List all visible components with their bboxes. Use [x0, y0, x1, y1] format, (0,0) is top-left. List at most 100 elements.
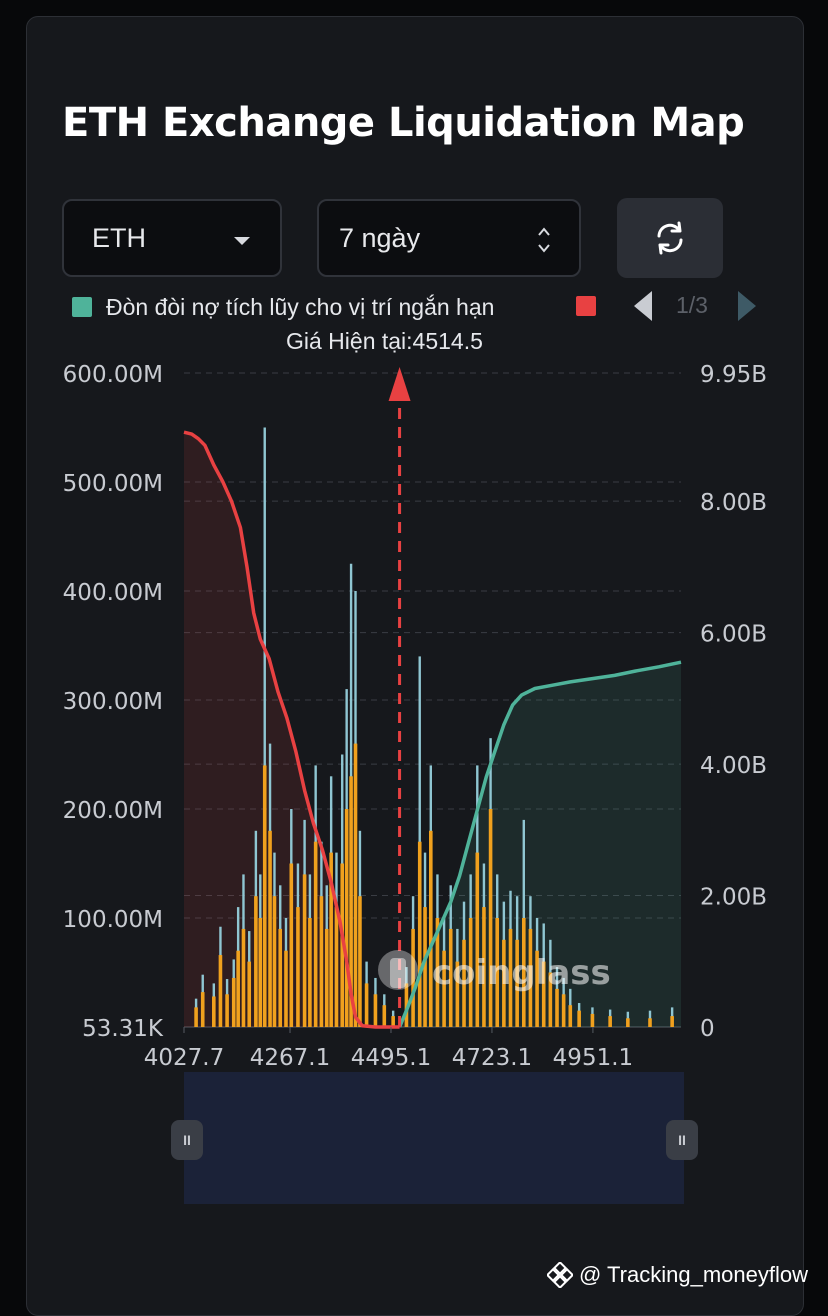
- liquidation-bar-orange: [218, 955, 223, 1027]
- liquidation-bar-orange: [313, 841, 318, 1027]
- range-select[interactable]: 7 ngày: [317, 199, 581, 277]
- liquidation-bar-orange: [548, 972, 553, 1027]
- legend-swatch-long[interactable]: [576, 296, 596, 316]
- liquidation-bar-orange: [308, 918, 312, 1027]
- y-left-tick-label: 300.00M: [63, 689, 163, 715]
- pager-prev-icon[interactable]: [632, 290, 654, 322]
- liquidation-bar-orange: [411, 928, 415, 1027]
- liquidation-bar-orange: [289, 863, 294, 1027]
- coin-select[interactable]: ETH: [62, 199, 282, 277]
- liquidation-bar-orange: [423, 907, 427, 1027]
- liquidation-bar-orange: [212, 996, 216, 1027]
- chevron-down-icon: [234, 237, 250, 245]
- liquidation-bar-orange: [515, 939, 519, 1027]
- liquidation-bar-orange: [272, 896, 277, 1027]
- liquidation-bar-orange: [353, 743, 358, 1027]
- liquidation-bar-orange: [455, 961, 460, 1027]
- liquidation-bar-blue: [263, 427, 266, 1027]
- liquidation-bar-orange: [561, 994, 566, 1027]
- y-right-tick-label: 8.00B: [700, 490, 767, 516]
- liquidation-bar-orange: [404, 983, 409, 1027]
- x-tick-label: 4951.1: [553, 1045, 633, 1071]
- liquidation-bar-orange: [670, 1016, 674, 1027]
- range-select-value: 7 ngày: [339, 222, 421, 253]
- liquidation-bar-orange: [648, 1018, 652, 1027]
- pager-next-icon[interactable]: [736, 290, 758, 322]
- liquidation-bar-orange: [626, 1018, 630, 1027]
- y-right-tick-label: 2.00B: [700, 885, 767, 911]
- liquidation-bar-orange: [225, 994, 229, 1027]
- liquidation-bar-orange: [258, 918, 263, 1027]
- liquidation-bar-orange: [364, 983, 369, 1027]
- liquidation-bar-orange: [334, 907, 339, 1027]
- liquidation-bar-orange: [468, 918, 473, 1027]
- liquidation-bar-orange: [344, 809, 349, 1027]
- refresh-icon: [657, 221, 683, 255]
- credit-watermark: @ Tracking_moneyflow: [547, 1262, 808, 1288]
- liquidation-bar-orange: [268, 830, 272, 1027]
- range-slider-left-handle[interactable]: II: [171, 1120, 203, 1160]
- current-price-arrow: [388, 367, 411, 401]
- y-left-tick-label: 53.31K: [82, 1016, 164, 1042]
- liquidation-bar-orange: [488, 809, 493, 1027]
- current-price-label: Giá Hiện tại:4514.5: [286, 328, 483, 354]
- liquidation-bar-orange: [194, 1007, 198, 1027]
- liquidation-bar-orange: [428, 830, 433, 1027]
- liquidation-bar-orange: [358, 896, 362, 1027]
- liquidation-bar-orange: [608, 1016, 612, 1027]
- x-tick-label: 4267.1: [250, 1045, 330, 1071]
- liquidation-bar-orange: [247, 961, 252, 1027]
- y-left-tick-label: 500.00M: [63, 471, 163, 497]
- binance-diamond-icon: [547, 1262, 573, 1288]
- liquidation-bar-orange: [508, 928, 513, 1027]
- liquidation-bar-orange: [236, 950, 240, 1027]
- range-slider-right-handle[interactable]: II: [666, 1120, 698, 1160]
- y-right-tick-label: 4.00B: [700, 753, 767, 779]
- liquidation-bar-orange: [528, 928, 533, 1027]
- long-cumulative-line: [183, 430, 400, 1029]
- short-cumulative-line: [397, 660, 682, 1028]
- x-tick-label: 4723.1: [452, 1045, 532, 1071]
- liquidation-bar-orange: [296, 907, 300, 1027]
- liquidation-bar-orange: [521, 918, 526, 1027]
- liquidation-bar-orange: [417, 841, 422, 1027]
- liquidation-bar-orange: [435, 918, 440, 1027]
- liquidation-bar-orange: [262, 765, 267, 1027]
- y-right-tick-label: 6.00B: [700, 622, 767, 648]
- liquidation-bar-orange: [302, 874, 307, 1027]
- coinglass-watermark: coinglass: [378, 950, 611, 993]
- y-left-tick-label: 100.00M: [63, 907, 163, 933]
- y-left-tick-label: 400.00M: [63, 580, 163, 606]
- y-left-tick-label: 200.00M: [63, 798, 163, 824]
- liquidation-bar-orange: [373, 994, 378, 1027]
- legend-pager: 1/3: [676, 292, 708, 318]
- range-slider-track[interactable]: [184, 1072, 684, 1204]
- watermark-logo-text: coinglass: [432, 953, 611, 993]
- page-title: ETH Exchange Liquidation Map: [62, 100, 745, 146]
- liquidation-bar-orange: [319, 896, 324, 1027]
- liquidation-bar-orange: [541, 961, 546, 1027]
- y-right-tick-label: 0: [700, 1016, 715, 1042]
- liquidation-bar-orange: [324, 928, 329, 1027]
- legend-item-short[interactable]: Đòn đòi nợ tích lũy cho vị trí ngắn hạn: [72, 292, 494, 322]
- liquidation-bar-orange: [284, 950, 288, 1027]
- liquidation-bar-orange: [462, 939, 466, 1027]
- long-cumulative-area: [184, 432, 400, 1027]
- coin-select-value: ETH: [92, 222, 146, 253]
- x-tick-label: 4495.1: [351, 1045, 431, 1071]
- liquidation-bar-orange: [568, 1005, 573, 1027]
- liquidation-bar-orange: [577, 1010, 581, 1027]
- liquidation-bar-orange: [502, 939, 506, 1027]
- liquidation-bar-orange: [241, 928, 246, 1027]
- x-tick-label: 4027.7: [144, 1045, 224, 1071]
- liquidation-bar-orange: [382, 1005, 387, 1027]
- liquidation-bar-orange: [349, 776, 353, 1027]
- refresh-button[interactable]: [617, 198, 723, 278]
- liquidation-bar-orange: [442, 950, 446, 1027]
- legend-label-short: Đòn đòi nợ tích lũy cho vị trí ngắn hạn: [106, 293, 495, 320]
- liquidation-bar-orange: [555, 988, 559, 1027]
- credit-text: @ Tracking_moneyflow: [579, 1262, 808, 1287]
- liquidation-bar-orange: [254, 896, 258, 1027]
- liquidation-bar-orange: [495, 918, 500, 1027]
